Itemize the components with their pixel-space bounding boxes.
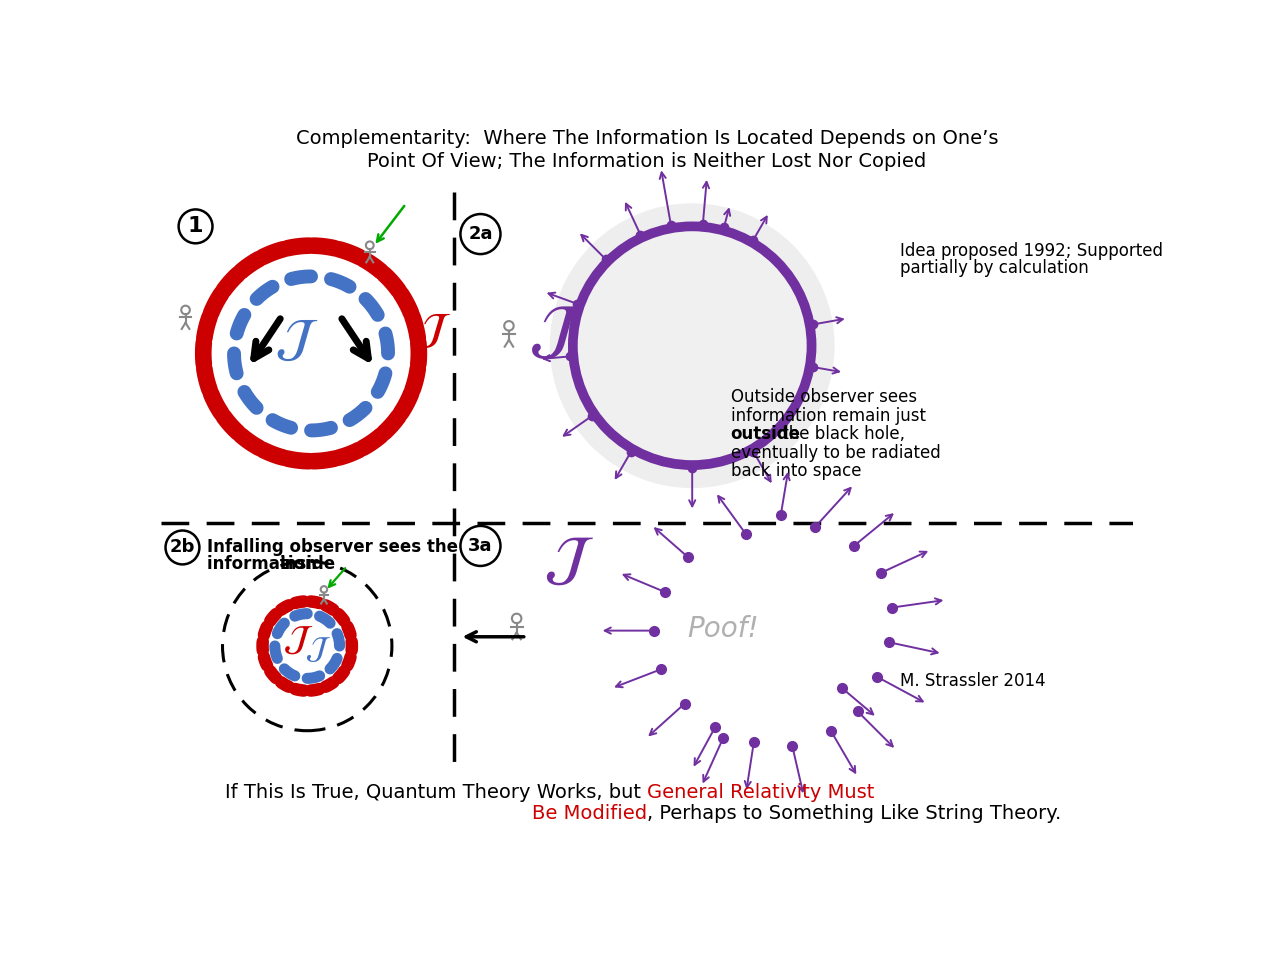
Text: Infalling observer sees the: Infalling observer sees the: [207, 538, 458, 556]
Text: General Relativity Must: General Relativity Must: [646, 783, 875, 802]
Text: Point Of View; The Information is Neither Lost Nor Copied: Point Of View; The Information is Neithe…: [367, 152, 926, 171]
Text: the black hole,: the black hole,: [777, 425, 905, 443]
Text: 2b: 2b: [170, 538, 196, 556]
Text: information: information: [207, 555, 323, 574]
Text: 1: 1: [188, 216, 203, 236]
Text: $\mathcal{J}$: $\mathcal{J}$: [414, 309, 452, 352]
Text: Outside observer sees: Outside observer sees: [731, 388, 916, 406]
Text: $\mathcal{J}$: $\mathcal{J}$: [305, 635, 331, 663]
Text: 2a: 2a: [468, 225, 492, 243]
Text: back into space: back into space: [731, 462, 861, 480]
Text: , Perhaps to Something Like String Theory.: , Perhaps to Something Like String Theor…: [646, 804, 1061, 823]
Text: If This Is True, Quantum Theory Works, but: If This Is True, Quantum Theory Works, b…: [225, 783, 646, 802]
Text: eventually to be radiated: eventually to be radiated: [731, 444, 940, 462]
Text: $\mathcal{J}$: $\mathcal{J}$: [544, 532, 594, 591]
Text: Be Modified: Be Modified: [531, 804, 646, 823]
Text: $\mathcal{J}$: $\mathcal{J}$: [275, 314, 319, 365]
Text: $\mathcal{J}$: $\mathcal{J}$: [529, 299, 583, 365]
Text: inside: inside: [279, 555, 336, 574]
Circle shape: [550, 204, 834, 489]
Text: Poof!: Poof!: [688, 615, 758, 643]
Text: partially by calculation: partially by calculation: [900, 259, 1089, 276]
Text: M. Strassler 2014: M. Strassler 2014: [901, 672, 1046, 689]
Text: $\mathcal{J}$: $\mathcal{J}$: [283, 623, 313, 657]
Text: information remain just: information remain just: [731, 406, 926, 424]
Text: Idea proposed 1992; Supported: Idea proposed 1992; Supported: [900, 242, 1164, 260]
Text: Complementarity:  Where The Information Is Located Depends on One’s: Complementarity: Where The Information I…: [295, 128, 998, 147]
Text: outside: outside: [731, 425, 800, 443]
Text: 3a: 3a: [468, 537, 492, 554]
Circle shape: [573, 227, 811, 465]
